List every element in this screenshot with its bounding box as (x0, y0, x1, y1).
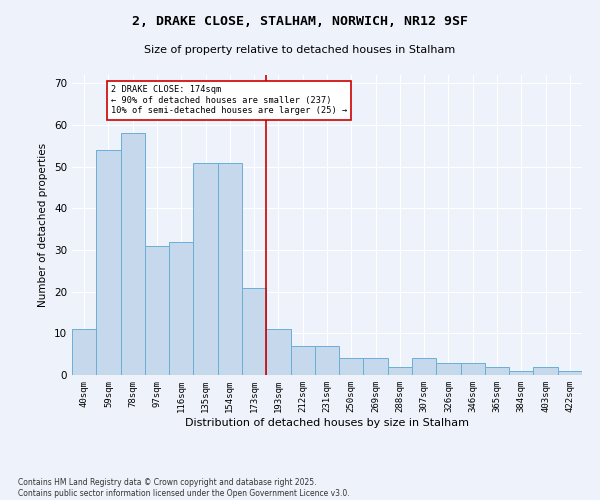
Text: 2 DRAKE CLOSE: 174sqm
← 90% of detached houses are smaller (237)
10% of semi-det: 2 DRAKE CLOSE: 174sqm ← 90% of detached … (111, 86, 347, 115)
Bar (145, 246, 169, 375)
Bar (436, 362, 461, 375)
Text: Size of property relative to detached houses in Stalham: Size of property relative to detached ho… (145, 45, 455, 55)
Bar (461, 362, 485, 375)
Bar (412, 358, 436, 375)
Bar (72, 329, 96, 375)
Bar (169, 242, 193, 375)
Y-axis label: Number of detached properties: Number of detached properties (38, 143, 49, 307)
Text: 2, DRAKE CLOSE, STALHAM, NORWICH, NR12 9SF: 2, DRAKE CLOSE, STALHAM, NORWICH, NR12 9… (132, 15, 468, 28)
Bar (364, 358, 388, 375)
Bar (96, 150, 121, 375)
Bar (315, 346, 339, 375)
Bar (121, 134, 145, 375)
Bar (339, 358, 364, 375)
Bar (266, 329, 290, 375)
Bar (193, 162, 218, 375)
Bar (558, 371, 582, 375)
Bar (218, 162, 242, 375)
Bar (242, 288, 266, 375)
X-axis label: Distribution of detached houses by size in Stalham: Distribution of detached houses by size … (185, 418, 469, 428)
Text: Contains HM Land Registry data © Crown copyright and database right 2025.
Contai: Contains HM Land Registry data © Crown c… (18, 478, 350, 498)
Bar (290, 346, 315, 375)
Bar (485, 366, 509, 375)
Bar (388, 366, 412, 375)
Bar (509, 371, 533, 375)
Bar (533, 366, 558, 375)
